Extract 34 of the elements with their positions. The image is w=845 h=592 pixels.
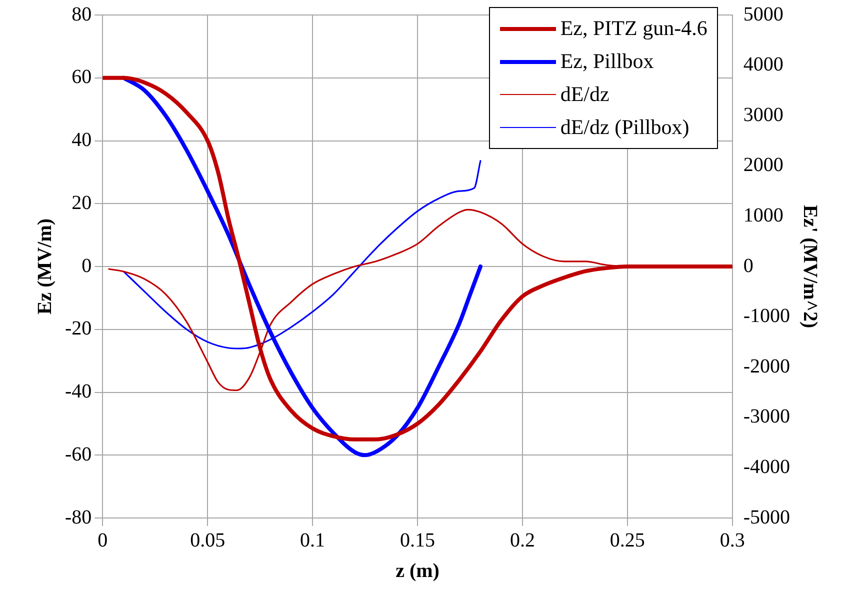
y-tick-label: -60 (64, 443, 92, 466)
y2-tick-label: 2000 (743, 154, 784, 176)
y-axis-title: Ez (MV/m) (34, 218, 56, 315)
y-tick-label: -40 (64, 380, 92, 402)
x-axis-title: z (m) (396, 560, 440, 582)
x-tick-label: 0.3 (720, 529, 745, 552)
legend-label: Ez, PITZ gun-4.6 (560, 16, 708, 41)
y2-tick-label: 1000 (743, 204, 784, 226)
y2-tick-label: 5000 (743, 3, 784, 26)
x-tick-label: 0.1 (300, 529, 326, 552)
x-tick-label: 0 (98, 529, 108, 552)
y2-tick-label: -1000 (743, 305, 790, 328)
x-tick-label: 0.25 (610, 529, 645, 552)
y2-tick-label: 0 (743, 254, 754, 277)
y-tick-label: 20 (72, 192, 92, 214)
y2-tick-label: -5000 (743, 506, 790, 528)
y2-tick-label: -3000 (743, 406, 790, 428)
y2-tick-label: -4000 (743, 456, 790, 478)
legend-label: Ez, Pillbox (560, 49, 654, 74)
x-tick-label: 0.05 (190, 529, 226, 552)
y2-tick-label: -2000 (743, 355, 790, 378)
legend-label: dE/dz (560, 82, 610, 107)
legend-label: dE/dz (Pillbox) (560, 115, 690, 140)
y-tick-label: -80 (64, 506, 92, 528)
y2-tick-label: 4000 (743, 54, 784, 76)
y-tick-label: 40 (72, 129, 92, 151)
y-tick-label: 0 (82, 254, 92, 277)
x-tick-label: 0.2 (510, 529, 535, 552)
y-tick-label: 60 (72, 66, 92, 88)
y-tick-label: -20 (64, 318, 92, 340)
x-tick-label: 0.15 (400, 529, 435, 552)
y2-tick-label: 3000 (743, 104, 784, 126)
y-tick-label: 80 (72, 3, 92, 26)
y2-axis-title: Ez' (MV/m^2) (798, 204, 821, 328)
